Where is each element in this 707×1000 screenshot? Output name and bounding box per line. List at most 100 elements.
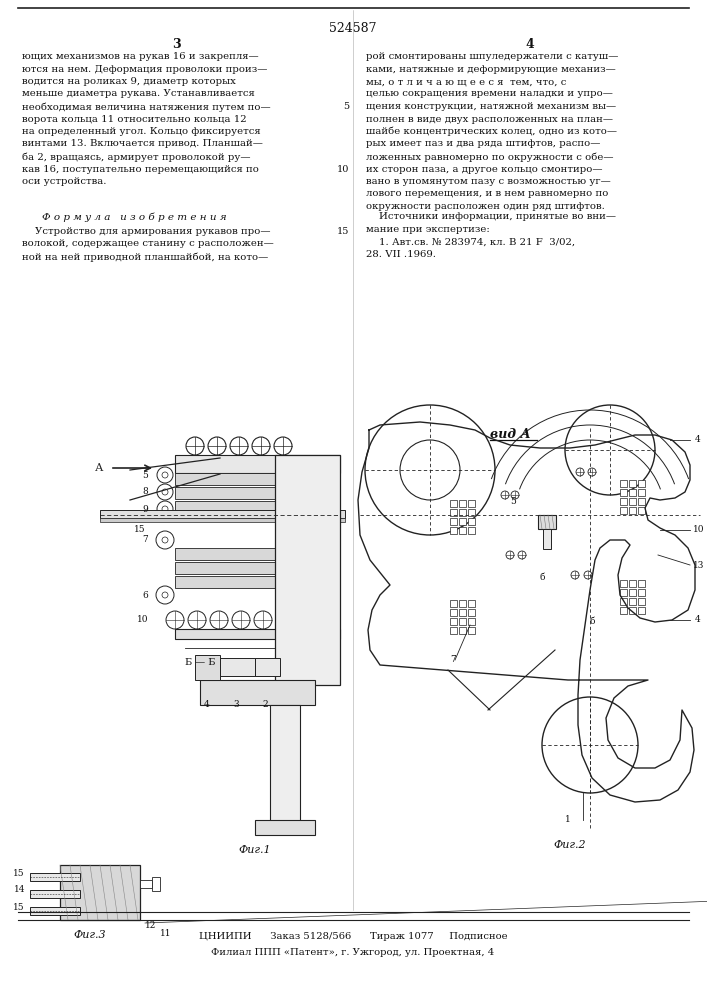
Text: Источники информации, принятые во вни—: Источники информации, принятые во вни—: [366, 212, 616, 221]
Bar: [459, 527, 466, 534]
Bar: [100, 510, 345, 518]
Text: ной на ней приводной планшайбой, на кото—: ной на ней приводной планшайбой, на кото…: [22, 252, 268, 261]
Text: б: б: [590, 617, 595, 626]
Bar: [175, 501, 275, 513]
Text: водится на роликах 9, диаметр которых: водится на роликах 9, диаметр которых: [22, 77, 236, 86]
Bar: [620, 507, 627, 514]
Text: Фиг.3: Фиг.3: [74, 930, 106, 940]
Text: 15: 15: [13, 902, 25, 912]
Text: 15: 15: [13, 868, 25, 878]
Text: 15: 15: [134, 525, 146, 534]
Circle shape: [162, 537, 168, 543]
Circle shape: [501, 491, 509, 499]
Text: оси устройства.: оси устройства.: [22, 177, 107, 186]
Circle shape: [274, 437, 292, 455]
Text: вано в упомянутом пазу с возможностью уг—: вано в упомянутом пазу с возможностью уг…: [366, 177, 611, 186]
Circle shape: [584, 571, 592, 579]
Bar: [450, 609, 457, 616]
Circle shape: [576, 468, 584, 476]
Bar: [140, 880, 152, 888]
Bar: [638, 507, 645, 514]
Text: 28. VII .1969.: 28. VII .1969.: [366, 250, 436, 259]
Text: 4: 4: [695, 615, 701, 624]
Circle shape: [162, 489, 168, 495]
Circle shape: [252, 437, 270, 455]
Text: 7: 7: [142, 536, 148, 544]
Text: винтами 13. Включается привод. Планшай—: винтами 13. Включается привод. Планшай—: [22, 139, 263, 148]
Text: их сторон паза, а другое кольцо смонтиро—: их сторон паза, а другое кольцо смонтиро…: [366, 164, 602, 174]
Bar: [450, 600, 457, 607]
Bar: [459, 518, 466, 525]
Bar: [459, 627, 466, 634]
Bar: [175, 562, 275, 574]
Circle shape: [162, 592, 168, 598]
Text: 2: 2: [262, 700, 268, 709]
Circle shape: [162, 506, 168, 512]
Text: мы, о т л и ч а ю щ е е с я  тем, что, с: мы, о т л и ч а ю щ е е с я тем, что, с: [366, 77, 566, 86]
Circle shape: [230, 437, 248, 455]
Circle shape: [254, 611, 272, 629]
Bar: [543, 529, 551, 549]
Bar: [175, 455, 340, 473]
Bar: [468, 518, 475, 525]
Circle shape: [166, 611, 184, 629]
Text: 4: 4: [525, 38, 534, 51]
Circle shape: [506, 551, 514, 559]
Bar: [468, 618, 475, 625]
Bar: [620, 589, 627, 596]
Text: 3: 3: [172, 38, 180, 51]
Bar: [459, 509, 466, 516]
Text: 10: 10: [337, 164, 349, 174]
Circle shape: [156, 586, 174, 604]
Bar: [629, 607, 636, 614]
Bar: [468, 509, 475, 516]
Bar: [468, 627, 475, 634]
Bar: [175, 487, 275, 499]
Bar: [100, 518, 345, 522]
Bar: [638, 489, 645, 496]
Circle shape: [571, 571, 579, 579]
Text: Фиг.1: Фиг.1: [239, 845, 271, 855]
Bar: [30, 873, 80, 881]
Bar: [620, 498, 627, 505]
Bar: [450, 500, 457, 507]
Bar: [638, 480, 645, 487]
Circle shape: [186, 437, 204, 455]
Bar: [620, 607, 627, 614]
Text: ворота кольца 11 относительно кольца 12: ворота кольца 11 относительно кольца 12: [22, 114, 247, 123]
Text: Б — Б: Б — Б: [185, 658, 216, 667]
Text: полнен в виде двух расположенных на план—: полнен в виде двух расположенных на план…: [366, 114, 613, 123]
Bar: [629, 498, 636, 505]
Text: А: А: [95, 463, 103, 473]
Bar: [468, 527, 475, 534]
Bar: [275, 455, 340, 685]
Text: 4: 4: [695, 436, 701, 444]
Text: 10: 10: [136, 615, 148, 624]
Bar: [220, 658, 255, 676]
Text: 1. Авт.св. № 283974, кл. В 21 F  3/02,: 1. Авт.св. № 283974, кл. В 21 F 3/02,: [366, 237, 575, 246]
Bar: [195, 655, 220, 680]
Circle shape: [162, 472, 168, 478]
Text: 11: 11: [160, 928, 172, 938]
Bar: [629, 489, 636, 496]
Bar: [620, 489, 627, 496]
Circle shape: [188, 611, 206, 629]
Text: рой смонтированы шпуледержатели с катуш—: рой смонтированы шпуледержатели с катуш—: [366, 52, 619, 61]
Text: Устройство для армирования рукавов про—: Устройство для армирования рукавов про—: [22, 227, 271, 236]
Bar: [468, 609, 475, 616]
Bar: [638, 598, 645, 605]
Bar: [255, 820, 315, 835]
Bar: [638, 580, 645, 587]
Text: ющих механизмов на рукав 16 и закрепля—: ющих механизмов на рукав 16 и закрепля—: [22, 52, 259, 61]
Bar: [60, 865, 140, 920]
Bar: [175, 629, 340, 639]
Text: 14: 14: [13, 886, 25, 894]
Text: Ф о р м у л а   и з о б р е т е н и я: Ф о р м у л а и з о б р е т е н и я: [42, 212, 227, 222]
Text: 6: 6: [142, 590, 148, 599]
Text: 4: 4: [204, 700, 210, 709]
Text: 5: 5: [343, 102, 349, 111]
Bar: [255, 658, 280, 676]
Bar: [450, 509, 457, 516]
Circle shape: [157, 467, 173, 483]
Text: ЦНИИПИ      Заказ 5128/566      Тираж 1077     Подписное: ЦНИИПИ Заказ 5128/566 Тираж 1077 Подписн…: [199, 932, 508, 941]
